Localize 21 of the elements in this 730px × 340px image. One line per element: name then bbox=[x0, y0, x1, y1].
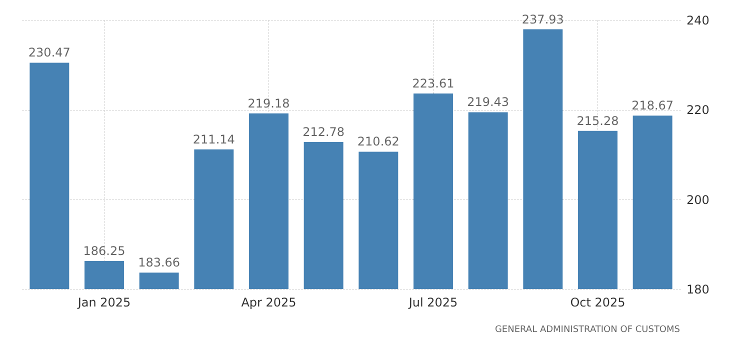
data-label: 218.67 bbox=[632, 98, 674, 113]
y-tick-label: 240 bbox=[686, 14, 710, 28]
x-tick-label: Apr 2025 bbox=[241, 296, 296, 310]
data-label: 183.66 bbox=[138, 256, 180, 270]
y-tick-label: 220 bbox=[686, 103, 710, 118]
x-tick-label: Oct 2025 bbox=[570, 296, 626, 310]
y-tick-label: 180 bbox=[686, 282, 710, 296]
data-label: 211.14 bbox=[192, 132, 235, 146]
x-tick-label: Jan 2025 bbox=[76, 296, 131, 310]
data-label: 212.78 bbox=[302, 125, 345, 140]
data-label: 210.62 bbox=[357, 134, 400, 149]
data-label: 215.28 bbox=[576, 114, 619, 128]
data-label: 223.61 bbox=[412, 76, 454, 90]
data-label: 237.93 bbox=[522, 12, 564, 26]
data-label: 219.43 bbox=[467, 95, 510, 110]
x-tick-label: Jul 2025 bbox=[408, 296, 458, 310]
text: GENERAL ADMINISTRATION OF CUSTOMS bbox=[494, 325, 680, 335]
data-label: 219.18 bbox=[248, 96, 290, 110]
y-tick-label: 200 bbox=[686, 192, 710, 207]
data-label: 186.25 bbox=[83, 244, 126, 258]
data-label: 230.47 bbox=[28, 46, 70, 60]
